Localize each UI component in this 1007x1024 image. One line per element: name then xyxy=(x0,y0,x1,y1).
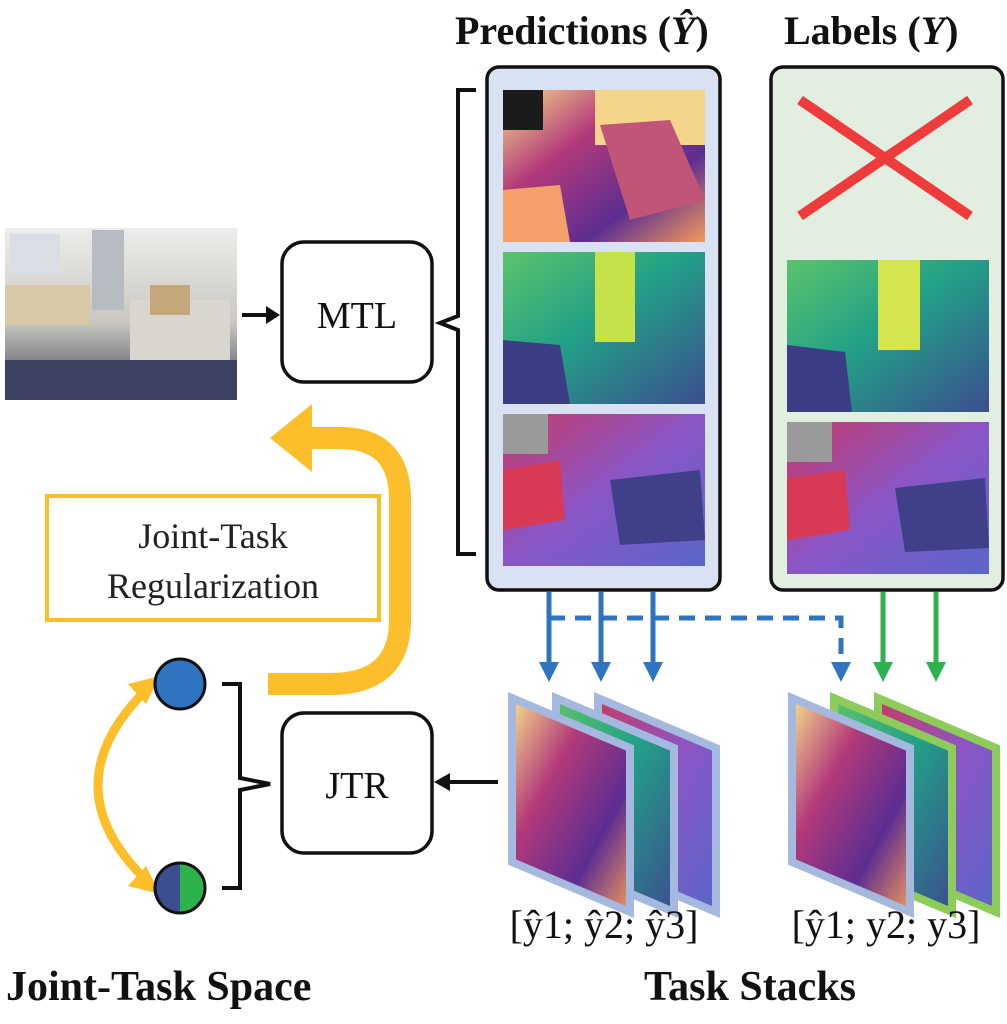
labels-panel xyxy=(769,65,1005,592)
regularization-line1: Joint-Task xyxy=(138,516,287,556)
input-image xyxy=(5,228,237,400)
label-normals-map xyxy=(787,422,989,574)
labels-heading: Labels (Y) xyxy=(784,8,958,53)
labels-close: ) xyxy=(945,8,958,53)
pred-to-stack-arrows xyxy=(539,592,663,682)
pred-depth-map xyxy=(503,252,705,404)
regularization-line2: Regularization xyxy=(107,566,319,606)
pred-normals-map xyxy=(503,414,705,566)
mtl-box xyxy=(280,240,434,384)
arrowhead-stack-jtr xyxy=(434,773,450,791)
mixed-point-icon xyxy=(153,861,207,915)
joint-space-curved-arrow xyxy=(93,686,150,884)
pred-to-mixed-dashed-arrow xyxy=(549,615,844,664)
pred-task-stack xyxy=(508,691,720,919)
joint-task-space-title: Joint-Task Space xyxy=(6,964,311,1010)
prediction-point-icon xyxy=(153,657,207,711)
task-stacks-title: Task Stacks xyxy=(644,964,856,1010)
predictions-close: ) xyxy=(695,8,708,53)
joint-space-arrowhead-top xyxy=(128,676,160,704)
labels-symbol: Y xyxy=(921,8,949,53)
pred-to-mixed-arrowhead xyxy=(831,662,851,682)
mtl-output-bracket xyxy=(434,88,476,556)
regularization-arrow xyxy=(268,427,411,695)
predictions-label: Predictions ( xyxy=(455,8,671,53)
label-depth-map xyxy=(787,260,989,412)
label-to-stack-arrows xyxy=(873,592,946,682)
pred-segmentation-map xyxy=(503,90,705,242)
mtl-label: MTL xyxy=(317,295,397,337)
jtr-label: JTR xyxy=(325,765,389,807)
joint-space-arrowhead-bottom xyxy=(128,866,160,894)
mixed-stack-label: [ŷ1; y2; y3] xyxy=(792,902,981,947)
predictions-heading: Predictions (Ŷ) xyxy=(455,8,709,53)
predictions-symbol: Ŷ xyxy=(671,8,699,53)
pred-stack-label: [ŷ1; ŷ2; ŷ3] xyxy=(510,902,699,947)
arrowhead-input-mtl xyxy=(266,306,280,324)
regularization-box xyxy=(45,494,381,622)
predictions-panel xyxy=(485,65,722,592)
labels-label: Labels ( xyxy=(784,8,921,53)
jtr-box xyxy=(280,711,434,855)
jtr-input-bracket xyxy=(222,682,271,890)
regularization-arrowhead xyxy=(270,404,312,472)
missing-label-x-icon xyxy=(797,95,973,221)
mixed-task-stack xyxy=(788,691,1000,919)
